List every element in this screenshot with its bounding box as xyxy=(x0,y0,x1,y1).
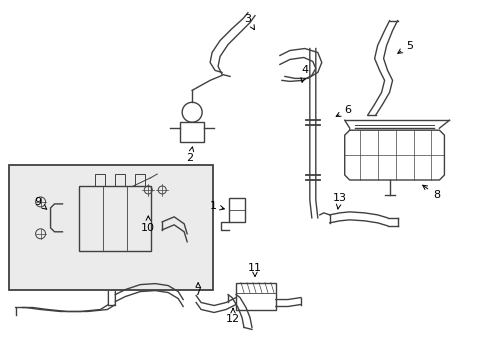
Text: 7: 7 xyxy=(194,283,201,297)
Text: 2: 2 xyxy=(186,147,193,163)
Bar xyxy=(135,174,145,186)
Bar xyxy=(115,174,125,186)
Text: 5: 5 xyxy=(397,41,412,53)
Text: 1: 1 xyxy=(209,201,224,211)
Bar xyxy=(180,122,203,142)
Bar xyxy=(236,283,275,310)
Bar xyxy=(228,198,244,222)
Text: 3: 3 xyxy=(244,14,254,30)
Bar xyxy=(95,174,105,186)
Text: 13: 13 xyxy=(332,193,346,209)
Text: 10: 10 xyxy=(141,216,155,233)
Text: 12: 12 xyxy=(225,309,240,324)
Bar xyxy=(80,186,151,251)
Text: 11: 11 xyxy=(247,263,262,276)
Text: 8: 8 xyxy=(422,185,439,200)
Text: 9: 9 xyxy=(34,197,47,209)
Text: 4: 4 xyxy=(300,66,308,82)
Text: 6: 6 xyxy=(335,105,350,116)
Bar xyxy=(9,165,213,289)
